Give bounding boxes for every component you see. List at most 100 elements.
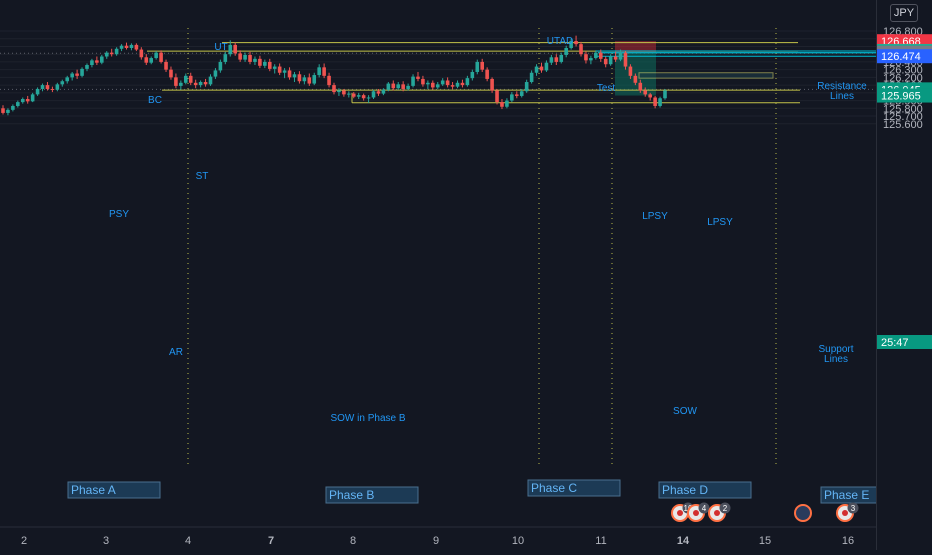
candle xyxy=(524,79,529,93)
candle-body xyxy=(618,52,623,60)
candle-body xyxy=(258,58,262,66)
candle-body xyxy=(25,99,30,102)
candle xyxy=(623,51,628,70)
candle xyxy=(510,92,514,103)
candle-body xyxy=(381,89,386,94)
price-badge: 125.965 xyxy=(877,88,932,103)
candle xyxy=(386,82,391,92)
candle xyxy=(435,82,440,89)
candle-body xyxy=(129,44,134,49)
candle-body xyxy=(169,69,173,78)
candle xyxy=(534,64,539,76)
candle xyxy=(529,70,534,84)
phase-label: Phase A xyxy=(67,481,161,499)
x-axis: 2 3 4 7 8 9 10 11 14 15 16 xyxy=(0,526,876,547)
candle xyxy=(440,78,445,86)
candle xyxy=(243,52,247,62)
candle-body xyxy=(411,76,415,86)
x-tick-label: 9 xyxy=(433,535,439,547)
candle-body xyxy=(361,95,366,99)
price-axis[interactable]: 126.800126.700126.600126.500126.400126.3… xyxy=(876,0,932,550)
phase-label-text: Phase E xyxy=(824,488,869,502)
calendar-icon xyxy=(794,504,812,522)
candle-body xyxy=(139,49,144,58)
candle xyxy=(371,89,376,100)
candle xyxy=(312,72,317,86)
annotation-label: AR xyxy=(169,347,183,358)
candle-body xyxy=(60,81,65,85)
phase-label: Phase E xyxy=(820,486,878,504)
x-tick-label: 16 xyxy=(842,535,854,547)
candle-body xyxy=(159,52,163,62)
candle xyxy=(159,50,163,64)
currency-badge[interactable]: JPY xyxy=(890,4,918,22)
event-count-bubble xyxy=(698,502,710,514)
candle-body xyxy=(663,90,667,99)
candle xyxy=(124,42,129,50)
candle-body xyxy=(193,82,198,86)
candle xyxy=(282,68,287,79)
candle-body xyxy=(450,85,455,87)
candle-body xyxy=(594,52,598,59)
candle xyxy=(45,82,50,91)
candle-body xyxy=(608,56,613,65)
candle-body xyxy=(95,60,99,63)
economic-event-badge xyxy=(794,504,812,522)
candle-body xyxy=(431,82,435,88)
candle xyxy=(60,79,65,87)
event-icon-dot xyxy=(677,510,683,516)
candle xyxy=(450,82,455,89)
candle xyxy=(287,67,292,80)
candle-body xyxy=(55,84,60,90)
candle-body xyxy=(342,90,346,95)
candle xyxy=(598,49,603,62)
candle xyxy=(272,64,277,74)
candle xyxy=(426,80,430,89)
candle xyxy=(302,75,307,85)
candle-body xyxy=(307,77,312,84)
candle-body xyxy=(302,77,307,82)
candle-body xyxy=(297,74,302,82)
candle-body xyxy=(470,71,475,79)
candle xyxy=(203,78,208,87)
candle-body xyxy=(589,58,593,61)
candle xyxy=(90,58,94,68)
candle xyxy=(505,98,509,109)
annotation-line: Resistance xyxy=(817,81,867,92)
candle-body xyxy=(559,54,564,62)
candle-body xyxy=(475,61,480,72)
candle xyxy=(460,79,465,88)
candle-body xyxy=(455,82,460,87)
event-icon-dot xyxy=(842,510,848,516)
candle-body xyxy=(114,48,119,55)
candle-body xyxy=(263,61,267,66)
candle xyxy=(154,51,158,60)
candle-body xyxy=(347,93,351,95)
candle xyxy=(20,97,25,104)
event-badges: 10 4 2 3 xyxy=(671,502,859,522)
annotation-line: Support xyxy=(818,344,853,355)
event-count: 4 xyxy=(702,504,707,513)
candle-body xyxy=(213,70,218,77)
candle-body xyxy=(80,68,84,76)
phase-label-text: Phase B xyxy=(329,488,374,502)
candle xyxy=(50,86,55,93)
candle xyxy=(396,82,401,90)
annotation-line: Lines xyxy=(830,91,854,102)
candle-body xyxy=(238,53,242,60)
candle-body xyxy=(272,66,277,69)
trend-lines xyxy=(147,42,876,104)
candle-body xyxy=(104,52,109,57)
candle-body xyxy=(208,76,213,85)
candle-body xyxy=(356,95,361,97)
candle xyxy=(480,58,485,72)
x-tick-label: 7 xyxy=(268,535,274,547)
candle-body xyxy=(124,45,129,49)
candle-body xyxy=(154,52,158,59)
candle-body xyxy=(243,54,247,60)
candle xyxy=(188,72,193,86)
candle-body xyxy=(554,57,559,62)
candle xyxy=(75,69,79,79)
candle xyxy=(603,56,608,68)
